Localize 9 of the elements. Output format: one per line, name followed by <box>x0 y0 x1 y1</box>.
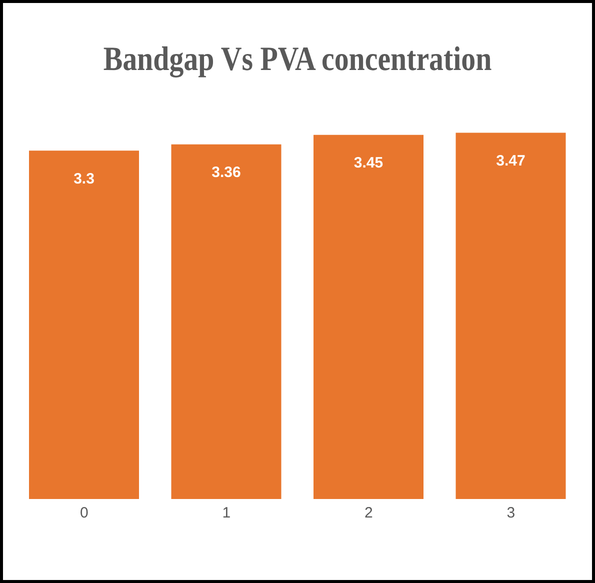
x-tick-label: 3 <box>506 504 516 522</box>
x-tick-label: 2 <box>364 504 373 522</box>
data-label: 3.3 <box>74 170 94 188</box>
data-label: 3.45 <box>354 154 384 172</box>
data-label: 3.36 <box>212 164 241 181</box>
x-tick-label: 1 <box>222 504 231 522</box>
chart-title: Bandgap Vs PVA concentration <box>102 41 493 79</box>
x-tick-label: 0 <box>80 504 88 522</box>
data-label: 3.47 <box>496 152 526 170</box>
